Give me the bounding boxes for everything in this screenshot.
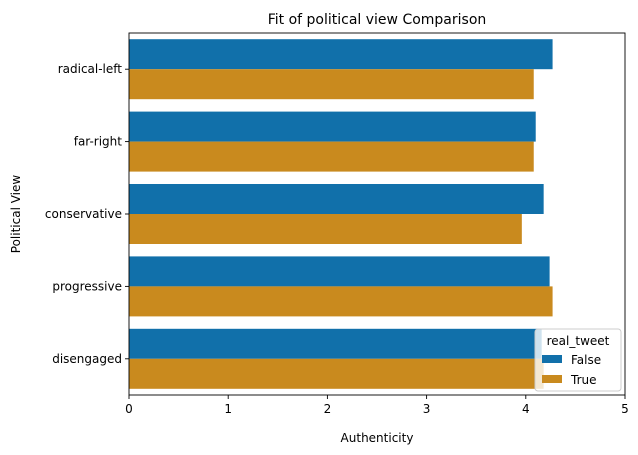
bar-progressive-true — [129, 286, 553, 317]
x-axis: 0 1 2 3 4 5 — [125, 395, 629, 416]
y-tick-label: disengaged — [52, 352, 122, 366]
legend-label-true: True — [570, 373, 597, 387]
legend-title: real_tweet — [547, 334, 610, 348]
x-tick-label: 2 — [324, 402, 332, 416]
bar-radical-left-false — [129, 39, 553, 70]
chart-title: Fit of political view Comparison — [268, 12, 487, 28]
x-tick-label: 4 — [522, 402, 530, 416]
x-tick-label: 0 — [125, 402, 133, 416]
legend-swatch-false — [542, 355, 562, 363]
legend-swatch-true — [542, 375, 562, 383]
x-tick-label: 1 — [224, 402, 232, 416]
x-axis-label: Authenticity — [341, 431, 414, 445]
bar-radical-left-true — [129, 69, 534, 100]
legend: real_tweet False True — [534, 328, 622, 392]
bar-far-right-false — [129, 111, 536, 142]
bars-group — [129, 39, 553, 389]
bar-far-right-true — [129, 141, 534, 172]
bar-conservative-true — [129, 214, 522, 244]
y-axis-label: Political View — [9, 175, 23, 254]
y-tick-label: progressive — [52, 279, 122, 293]
y-tick-label: far-right — [74, 135, 123, 149]
x-tick-label: 3 — [423, 402, 431, 416]
bar-disengaged-true — [129, 358, 544, 389]
y-tick-label: radical-left — [58, 62, 123, 76]
bar-conservative-false — [129, 184, 544, 214]
bar-progressive-false — [129, 256, 550, 287]
x-tick-label: 5 — [621, 402, 629, 416]
legend-label-false: False — [571, 353, 601, 367]
y-tick-label: conservative — [45, 207, 122, 221]
y-axis: radical-left far-right conservative progres… — [45, 62, 129, 366]
bar-disengaged-false — [129, 328, 542, 359]
